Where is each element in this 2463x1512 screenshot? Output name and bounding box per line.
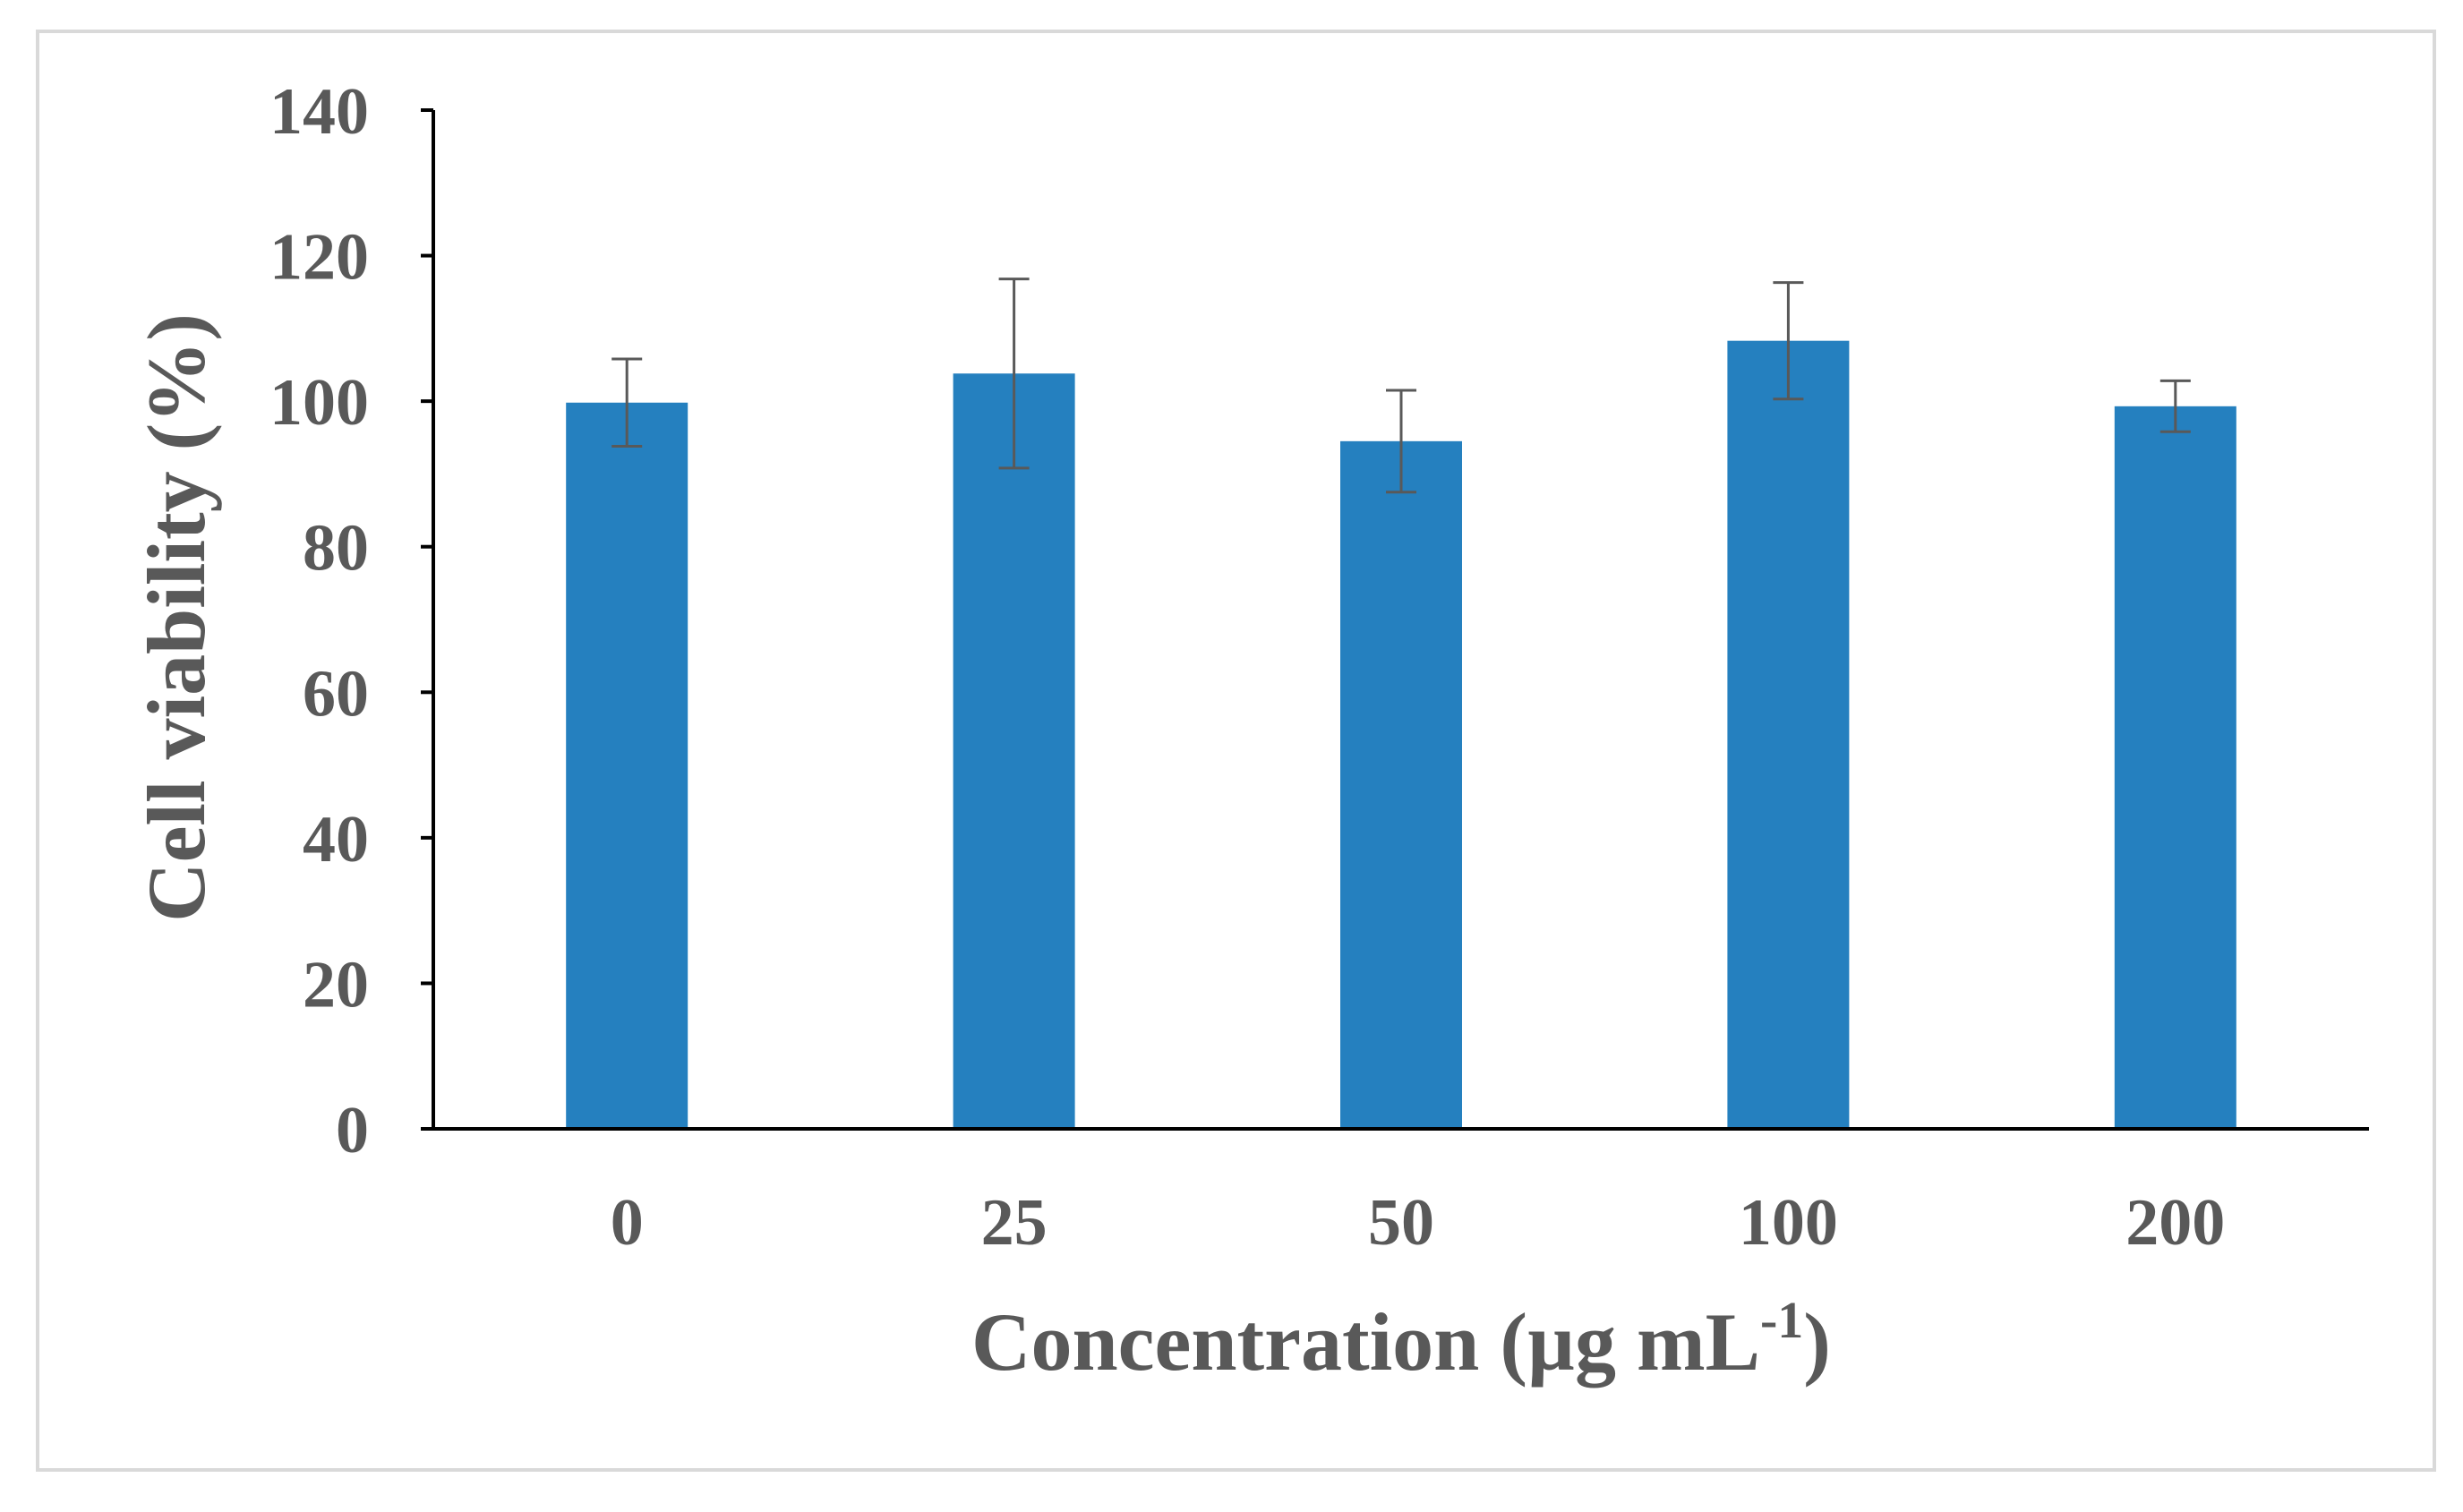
error-bar-50 [1386, 389, 1416, 494]
y-tick-label-60: 60 [303, 657, 369, 730]
x-tick-label-100: 100 [1739, 1186, 1838, 1260]
x-tick-label-25: 25 [981, 1186, 1048, 1260]
y-tick-label-20: 20 [303, 948, 369, 1021]
y-tick-label-0: 0 [336, 1094, 369, 1167]
x-tick-label-50: 50 [1368, 1186, 1434, 1260]
bar-100 [1727, 340, 1850, 1129]
axes-layer [432, 110, 2369, 1131]
y-ticks-layer: 0 20 40 60 80 100 120 140 [269, 75, 433, 1167]
y-tick-label-140: 140 [269, 75, 369, 149]
y-tick-label-120: 120 [269, 221, 369, 295]
y-axis-title: Cell viability (%) [131, 313, 222, 922]
y-tick-label-100: 100 [269, 366, 369, 440]
y-tick-label-40: 40 [303, 803, 369, 876]
x-tick-label-0: 0 [611, 1186, 644, 1260]
bar-25 [953, 373, 1075, 1129]
x-tick-label-200: 200 [2125, 1186, 2225, 1260]
bars-layer [566, 340, 2236, 1130]
bar-50 [1340, 440, 1462, 1130]
error-bar-100 [1773, 281, 1804, 401]
bar-200 [2114, 406, 2236, 1129]
x-axis-title-main: Concentration (µg mL [971, 1296, 1760, 1388]
error-bar-0 [611, 357, 643, 448]
x-axis-title-superscript: -1 [1760, 1291, 1803, 1349]
error-bar-200 [2159, 379, 2191, 433]
error-bars-layer [611, 278, 2191, 494]
y-tick-label-80: 80 [303, 512, 369, 585]
x-axis-title-end: ) [1803, 1296, 1831, 1388]
error-bar-25 [998, 278, 1030, 470]
bar-0 [566, 402, 688, 1130]
x-axis-title: Concentration (µg mL-1) [971, 1291, 1831, 1388]
x-ticks-layer: 0 25 50 100 200 [611, 1186, 2226, 1260]
chart-frame [36, 30, 2436, 1472]
